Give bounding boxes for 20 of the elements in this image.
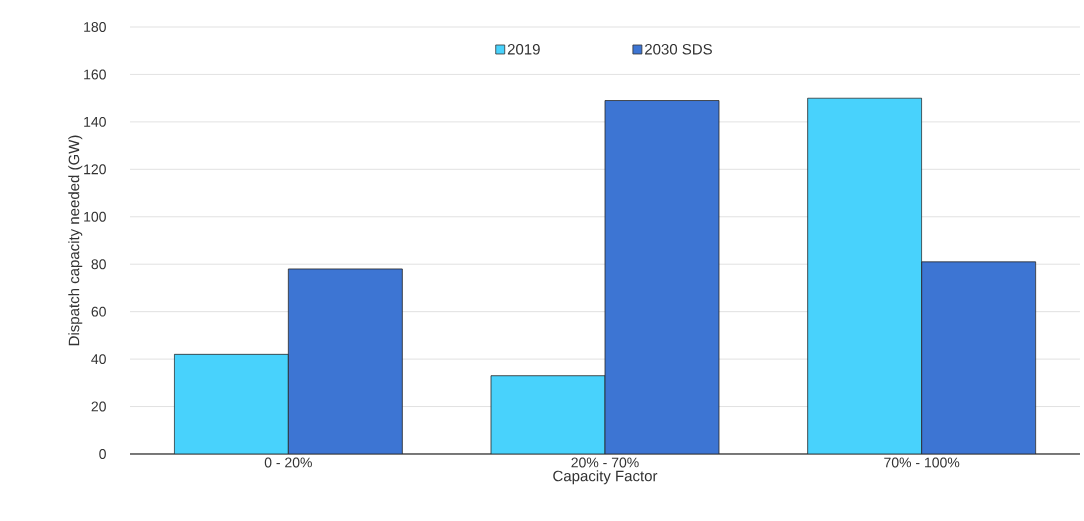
y-axis-title: Dispatch capacity needed (GW) (68, 135, 83, 346)
y-tick-label: 20 (91, 401, 106, 412)
x-tick-label: 70% - 100% (884, 457, 960, 468)
y-tick-label: 180 (84, 22, 106, 32)
y-tick-label: 60 (91, 306, 106, 317)
legend-label: 2019 (507, 44, 540, 55)
y-tick-label: 160 (84, 69, 106, 80)
y-tick-label: 0 (99, 449, 106, 459)
x-tick-label: 20% - 70% (571, 457, 639, 468)
y-tick-label: 100 (84, 211, 106, 222)
y-tick-label: 40 (91, 354, 106, 365)
legend-label: 2030 SDS (645, 44, 712, 55)
x-axis-title: Capacity Factor (553, 470, 658, 485)
y-tick-label: 80 (91, 259, 106, 270)
bar (287, 268, 403, 454)
x-tick-label: 0 - 20% (264, 457, 312, 468)
y-tick-label: 120 (84, 164, 106, 175)
y-tick-label: 140 (84, 116, 106, 127)
bar (604, 100, 720, 454)
bar (921, 261, 1037, 454)
